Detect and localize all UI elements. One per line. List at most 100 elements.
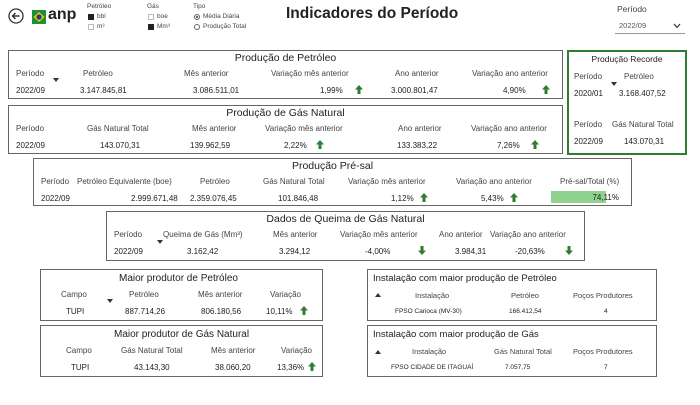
value-gas-natural-total: 7.057,75 bbox=[505, 364, 531, 371]
header-var-ano[interactable]: Variação ano anterior bbox=[490, 230, 566, 239]
legend-boe-label: boe bbox=[157, 13, 168, 20]
value-periodo: 2022/09 bbox=[16, 141, 45, 150]
header-ano-anterior[interactable]: Ano anterior bbox=[398, 124, 442, 133]
card-title: Produção Recorde bbox=[591, 54, 663, 64]
header-petroleo[interactable]: Petróleo bbox=[624, 72, 654, 81]
header-periodo[interactable]: Período bbox=[574, 72, 603, 81]
sort-icon[interactable] bbox=[611, 82, 617, 86]
sort-icon[interactable] bbox=[53, 78, 59, 82]
value-mes-anterior: 3.294,12 bbox=[279, 247, 311, 256]
value-gas-natural-total: 143.070,31 bbox=[624, 137, 665, 146]
header-periodo[interactable]: Período bbox=[16, 69, 45, 78]
header-periodo[interactable]: Período bbox=[574, 120, 603, 129]
value-instalacao: FPSO CIDADE DE ITAGUAÍ bbox=[391, 364, 474, 371]
header-ano-anterior[interactable]: Ano anterior bbox=[439, 230, 483, 239]
header-periodo[interactable]: Período bbox=[16, 124, 45, 133]
card-maior-produtor-petroleo: Maior produtor de Petróleo Campo Petróle… bbox=[40, 269, 323, 321]
value-var-ano: 4,90% bbox=[503, 86, 526, 95]
sort-icon[interactable] bbox=[157, 240, 163, 244]
value-var-mes: -4,00% bbox=[365, 247, 391, 256]
value-ano-anterior: 3.000.801,47 bbox=[391, 86, 438, 95]
brazil-flag-icon bbox=[32, 10, 46, 24]
header-ano-anterior[interactable]: Ano anterior bbox=[395, 69, 439, 78]
header-presal-total[interactable]: Pré-sal/Total (%) bbox=[560, 177, 620, 186]
periodo-filter-label: Período bbox=[617, 4, 647, 14]
chevron-down-icon bbox=[673, 23, 681, 29]
header-variacao[interactable]: Variação bbox=[270, 290, 301, 299]
header-mes-anterior[interactable]: Mês anterior bbox=[198, 290, 243, 299]
back-button[interactable] bbox=[8, 8, 24, 24]
header-gas-natural-total[interactable]: Gás Natural Total bbox=[263, 177, 325, 186]
value-variacao: 10,11% bbox=[266, 307, 293, 316]
header-petroleo[interactable]: Petróleo bbox=[200, 177, 230, 186]
radio-media-diaria[interactable] bbox=[194, 14, 200, 20]
header-gas-natural-total[interactable]: Gás Natural Total bbox=[494, 347, 552, 356]
value-periodo: 2022/09 bbox=[574, 137, 603, 146]
header-var-mes[interactable]: Variação mês anterior bbox=[340, 230, 418, 239]
value-petroleo: 887.714,26 bbox=[125, 307, 166, 316]
header-queima-gas[interactable]: Queima de Gás (Mm³) bbox=[163, 230, 243, 239]
value-petroleo: 3.168.407,52 bbox=[619, 89, 666, 98]
card-producao-presal: Produção Pré-sal Período Petróleo Equiva… bbox=[33, 158, 632, 206]
legend-boe-swatch[interactable] bbox=[148, 14, 154, 20]
value-var-ano: -20,63% bbox=[515, 247, 545, 256]
header-pocos-produtores[interactable]: Poços Produtores bbox=[573, 291, 633, 300]
header-mes-anterior[interactable]: Mês anterior bbox=[211, 346, 256, 355]
header-campo[interactable]: Campo bbox=[66, 346, 92, 355]
card-producao-recorde: Produção Recorde Período Petróleo 2020/0… bbox=[567, 50, 687, 155]
periodo-dropdown[interactable]: 2022/09 bbox=[615, 18, 685, 34]
value-var-mes: 1,99% bbox=[320, 86, 343, 95]
header-gas-natural-total[interactable]: Gás Natural Total bbox=[121, 346, 183, 355]
value-var-ano: 5,43% bbox=[481, 194, 504, 203]
sort-icon[interactable] bbox=[107, 299, 113, 303]
card-producao-petroleo: Produção de Petróleo Período Petróleo Mê… bbox=[8, 50, 563, 99]
header-periodo[interactable]: Período bbox=[41, 177, 70, 186]
header-mes-anterior[interactable]: Mês anterior bbox=[184, 69, 229, 78]
header-campo[interactable]: Campo bbox=[61, 290, 87, 299]
header-petroleo[interactable]: Petróleo bbox=[83, 69, 113, 78]
header-var-mes[interactable]: Variação mês anterior bbox=[265, 124, 343, 133]
value-campo: TUPI bbox=[66, 307, 85, 316]
legend-bbl-swatch[interactable] bbox=[88, 14, 94, 20]
legend-mm3-label: Mm³ bbox=[157, 23, 170, 30]
header-mes-anterior[interactable]: Mês anterior bbox=[192, 124, 237, 133]
legend-gas-title: Gás bbox=[147, 3, 159, 10]
value-pocos-produtores: 7 bbox=[604, 364, 608, 371]
header-periodo[interactable]: Período bbox=[114, 230, 143, 239]
header-gas-natural-total[interactable]: Gás Natural Total bbox=[87, 124, 149, 133]
card-title: Dados de Queima de Gás Natural bbox=[266, 213, 425, 225]
card-title: Produção de Gás Natural bbox=[226, 107, 345, 119]
periodo-dropdown-value: 2022/09 bbox=[619, 21, 647, 30]
header-var-mes[interactable]: Variação mês anterior bbox=[271, 69, 349, 78]
header-gas-natural-total[interactable]: Gás Natural Total bbox=[612, 120, 674, 129]
value-var-mes: 2,22% bbox=[284, 141, 307, 150]
value-gas-natural-total: 143.070,31 bbox=[100, 141, 141, 150]
arrow-down-icon bbox=[417, 245, 427, 256]
value-presal-total: 74,11% bbox=[592, 193, 619, 202]
header-var-ano[interactable]: Variação ano anterior bbox=[472, 69, 548, 78]
arrow-up-icon bbox=[299, 305, 309, 316]
value-petroleo: 2.359.076,45 bbox=[190, 194, 237, 203]
legend-petroleo-title: Petróleo bbox=[87, 3, 112, 10]
value-mes-anterior: 139.962,59 bbox=[190, 141, 231, 150]
header-mes-anterior[interactable]: Mês anterior bbox=[273, 230, 318, 239]
header-petroleo[interactable]: Petróleo bbox=[511, 291, 539, 300]
legend-mm3-swatch[interactable] bbox=[148, 24, 154, 30]
sort-icon[interactable] bbox=[375, 293, 381, 297]
radio-producao-total[interactable] bbox=[194, 24, 200, 30]
header-petroleo[interactable]: Petróleo bbox=[129, 290, 159, 299]
header-var-mes[interactable]: Variação mês anterior bbox=[348, 177, 426, 186]
arrow-up-icon bbox=[315, 139, 325, 150]
sort-icon[interactable] bbox=[375, 350, 381, 354]
legend-m3-swatch[interactable] bbox=[88, 24, 94, 30]
radio-media-diaria-label: Média Diária bbox=[203, 13, 240, 20]
legend-bbl-label: bbl bbox=[97, 13, 106, 20]
header-instalacao[interactable]: Instalação bbox=[412, 347, 447, 356]
header-var-ano[interactable]: Variação ano anterior bbox=[456, 177, 532, 186]
value-periodo: 2022/09 bbox=[41, 194, 70, 203]
header-pocos-produtores[interactable]: Poços Produtores bbox=[573, 347, 633, 356]
header-instalacao[interactable]: Instalação bbox=[415, 291, 450, 300]
header-var-ano[interactable]: Variação ano anterior bbox=[471, 124, 547, 133]
header-petroleo-equivalente[interactable]: Petróleo Equivalente (boe) bbox=[77, 177, 172, 186]
header-variacao[interactable]: Variação bbox=[281, 346, 312, 355]
